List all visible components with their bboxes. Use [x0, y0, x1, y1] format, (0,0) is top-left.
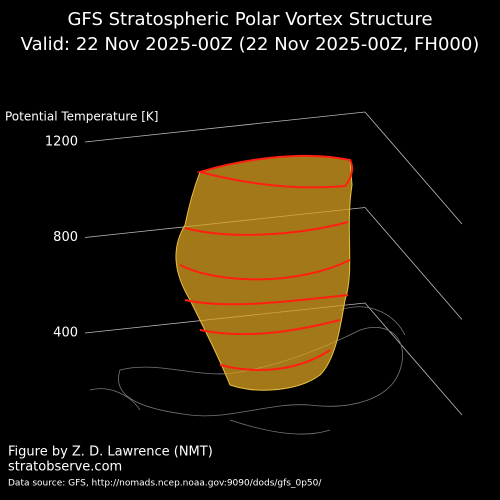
source: Data source: GFS, http://nomads.ncep.noa… — [8, 479, 322, 489]
grid — [84, 111, 463, 416]
website: stratobserve.com — [8, 460, 122, 475]
chart-subtitle: Valid: 22 Nov 2025-00Z (22 Nov 2025-00Z,… — [21, 34, 480, 55]
vortex — [175, 154, 354, 391]
z-tick-label: 800 — [53, 230, 78, 245]
coastline — [89, 306, 406, 435]
vortex-contour — [179, 259, 351, 281]
vortex-contour — [199, 319, 341, 336]
grid-line — [84, 302, 463, 416]
z-tick-label: 400 — [53, 326, 78, 341]
chart-title: GFS Stratospheric Polar Vortex Structure — [67, 9, 432, 30]
vortex-contour — [219, 349, 331, 371]
credit: Figure by Z. D. Lawrence (NMT) — [8, 445, 213, 460]
grid-line — [84, 111, 463, 225]
vortex-contour — [184, 294, 349, 306]
grid-line — [84, 207, 463, 320]
z-tick-label: 1200 — [45, 135, 78, 150]
vortex-contour — [184, 221, 349, 236]
vortex-contour — [196, 154, 354, 189]
z-axis-label: Potential Temperature [K] — [5, 110, 158, 124]
